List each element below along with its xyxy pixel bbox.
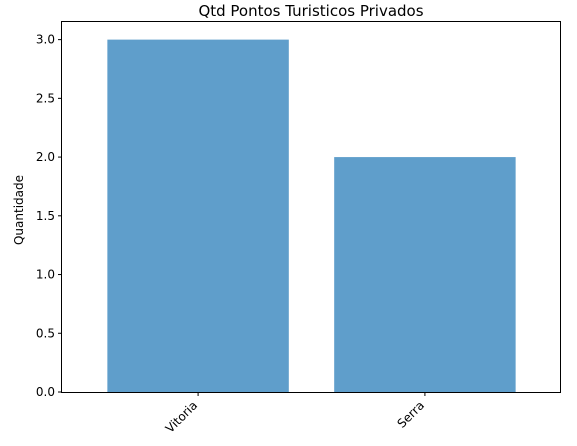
- bar-vitoria: [107, 39, 289, 393]
- y-axis-ticks: 0.0 0.5 1.0 1.5 2.0 2.5 3.0: [36, 33, 62, 399]
- y-tick-label: 0.0: [36, 385, 55, 399]
- y-tick-label: 3.0: [36, 33, 55, 47]
- y-tick-label: 1.5: [36, 209, 55, 223]
- y-tick-label: 0.5: [36, 326, 55, 340]
- y-tick-label: 1.0: [36, 268, 55, 282]
- x-axis-ticks: Vitoria Serra: [163, 392, 427, 436]
- y-tick-label: 2.5: [36, 91, 55, 105]
- x-tick-label-vitoria: Vitoria: [163, 398, 200, 435]
- plot-area-frame: [61, 21, 561, 393]
- y-tick-label: 2.0: [36, 150, 55, 164]
- x-tick-label-serra: Serra: [394, 398, 427, 431]
- y-axis-label: Quantidade: [12, 175, 26, 245]
- bar-serra: [334, 157, 516, 392]
- bars-group: [107, 39, 516, 393]
- chart-title: Qtd Pontos Turisticos Privados: [198, 2, 423, 20]
